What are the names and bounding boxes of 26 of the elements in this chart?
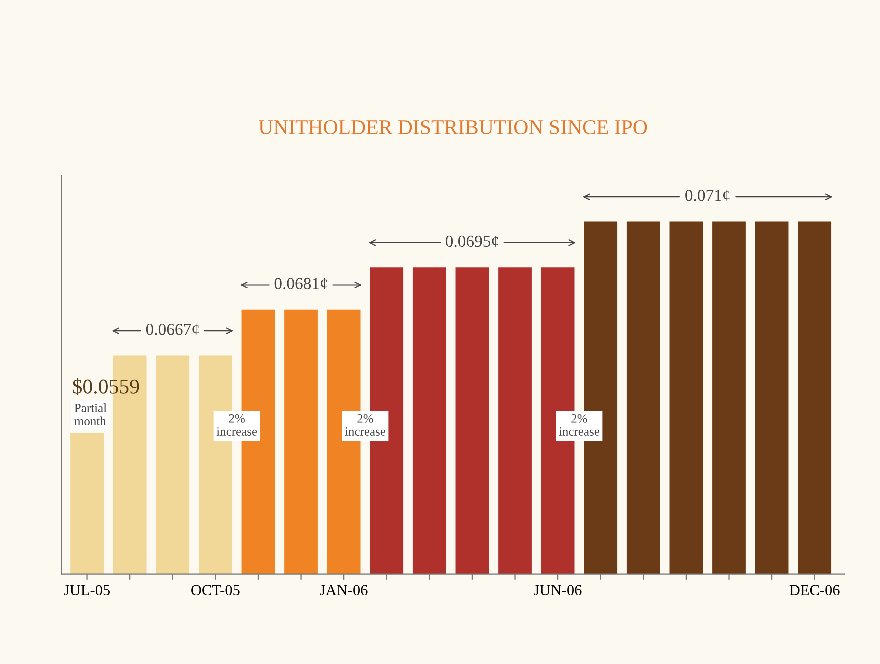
annotation: 0.0681¢ <box>274 278 328 290</box>
annotation: $0.0559 <box>73 378 140 396</box>
bar <box>456 268 490 574</box>
annotation: 2% increase <box>345 414 386 436</box>
chart-title: UNITHOLDER DISTRIBUTION SINCE IPO <box>258 120 648 134</box>
bar <box>412 268 446 574</box>
bar <box>755 222 789 574</box>
annotation: 0.0695¢ <box>446 236 498 248</box>
bar <box>284 310 318 574</box>
bar <box>798 222 832 574</box>
bar <box>626 222 660 574</box>
bar <box>670 222 704 574</box>
x-tick-label: JUN-06 <box>534 585 582 596</box>
annotation: Partial month <box>74 404 107 426</box>
annotation: 0.0667¢ <box>146 324 199 336</box>
x-tick-label: DEC-06 <box>790 585 840 596</box>
bar <box>156 356 190 574</box>
annotation: 2% increase <box>559 414 600 436</box>
x-tick-label: JAN-06 <box>320 585 368 596</box>
annotation: 2% increase <box>216 414 258 436</box>
x-tick-label: OCT-05 <box>192 585 240 596</box>
text: 0.071¢ <box>686 190 730 202</box>
bar <box>498 268 532 574</box>
x-tick-label: JUL-05 <box>64 585 110 596</box>
bar <box>70 433 104 574</box>
bar <box>712 222 746 574</box>
